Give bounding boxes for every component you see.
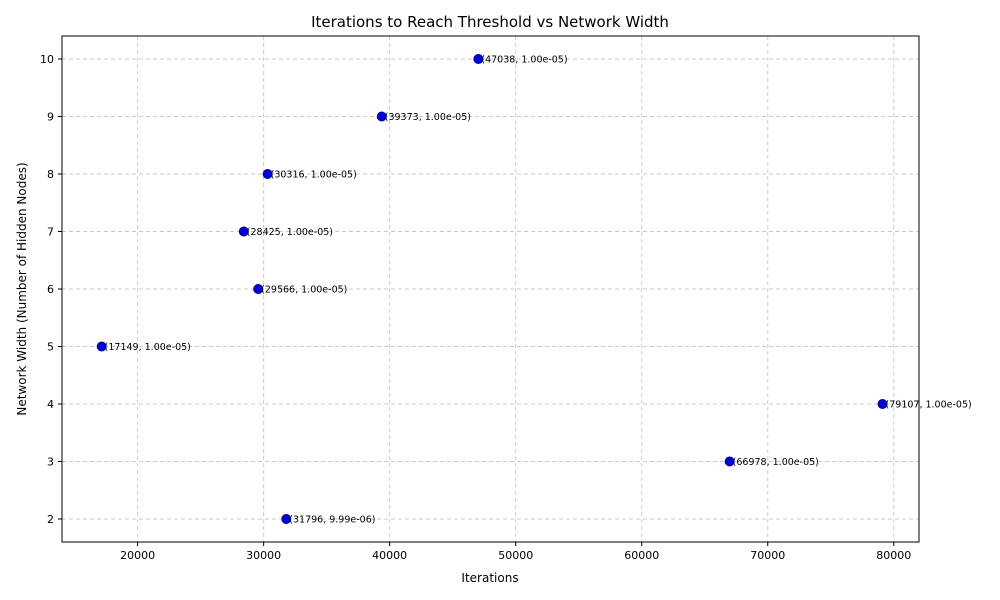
y-tick-label: 7	[47, 226, 54, 239]
plot-frame	[61, 35, 920, 543]
x-tick-label: 60000	[624, 549, 659, 562]
y-tick-label: 5	[47, 341, 54, 354]
data-label: (28425, 1.00e-05)	[247, 227, 333, 238]
x-axis-label: Iterations	[461, 571, 518, 585]
data-label: (39373, 1.00e-05)	[385, 112, 471, 123]
data-point	[96, 341, 107, 352]
x-tick-label: 80000	[876, 549, 911, 562]
y-tick-label: 3	[47, 456, 54, 469]
y-tick-label: 8	[47, 168, 54, 181]
y-tick-label: 6	[47, 283, 54, 296]
data-label: (17149, 1.00e-05)	[105, 342, 191, 353]
data-label: (79107, 1.00e-05)	[886, 400, 972, 411]
data-label: (66978, 1.00e-05)	[733, 457, 819, 468]
data-label: (29566, 1.00e-05)	[261, 285, 347, 296]
data-point	[281, 514, 292, 524]
data-points	[96, 54, 888, 524]
y-tick-label: 4	[47, 398, 54, 411]
y-tick-label: 9	[47, 111, 54, 124]
data-label: (30316, 1.00e-05)	[271, 170, 357, 181]
data-label: (47038, 1.00e-05)	[481, 55, 567, 66]
data-point	[376, 111, 387, 122]
x-tick-label: 40000	[372, 549, 407, 562]
x-tick-label: 20000	[120, 549, 155, 562]
data-point	[253, 284, 264, 294]
y-tick-label: 2	[47, 513, 54, 526]
chart-title: Iterations to Reach Threshold vs Network…	[311, 13, 669, 31]
grid-lines	[62, 36, 919, 542]
data-point	[724, 456, 735, 467]
data-label: (31796, 9.99e-06)	[289, 515, 375, 526]
x-tick-label: 30000	[246, 549, 281, 562]
point-labels: (31796, 9.99e-06) (66978, 1.00e-05) (79107…	[105, 55, 972, 526]
data-point	[473, 54, 484, 64]
y-axis-label: Network Width (Number of Hidden Nodes)	[15, 162, 29, 415]
x-tick-label: 70000	[750, 549, 785, 562]
data-point	[877, 399, 888, 409]
data-point	[238, 226, 249, 237]
axis-ticks: 20000 30000 40000 50000 60000 70000 80000 2 3 4 5 6…	[40, 53, 911, 562]
data-point	[262, 169, 273, 179]
y-tick-label: 10	[40, 53, 54, 66]
x-tick-label: 50000	[498, 549, 533, 562]
